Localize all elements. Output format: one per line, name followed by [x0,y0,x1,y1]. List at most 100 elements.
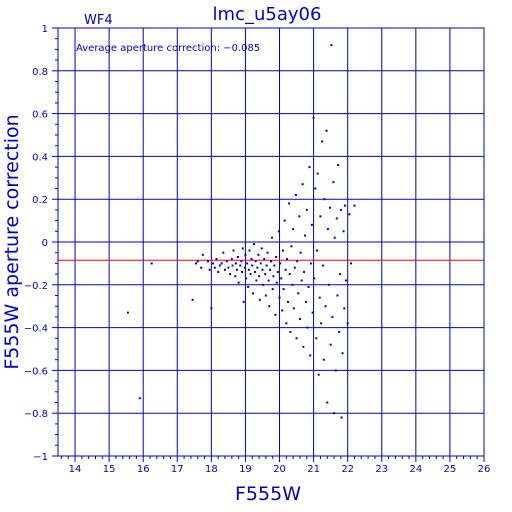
data-point [333,412,336,415]
x-tick-label: 25 [444,464,457,475]
data-point [250,258,253,261]
data-point [138,397,141,400]
data-point [315,337,318,340]
data-point [261,268,264,271]
data-point [248,249,251,252]
data-point [327,283,330,286]
data-point [278,296,281,299]
data-point [328,206,331,209]
data-point [337,163,340,166]
data-point [316,172,319,175]
panel-label: WF4 [84,13,113,28]
data-point [284,268,287,271]
data-point [281,249,284,252]
data-points [126,44,356,419]
data-point [218,264,221,267]
data-point [258,298,261,301]
data-point [254,260,257,263]
data-point [255,279,258,282]
grid-lines [58,27,485,457]
data-point [282,288,285,291]
data-point [274,313,277,316]
data-point [195,262,198,265]
x-tick-label: 21 [307,464,320,475]
data-point [251,264,254,267]
data-point [300,279,303,282]
x-tick-label: 16 [137,464,150,475]
data-point [212,262,215,265]
x-tick-label: 26 [478,464,491,475]
x-tick-label: 15 [103,464,116,475]
data-point [326,228,329,231]
data-point [340,416,343,419]
y-tick-label: 0.8 [32,67,48,78]
data-point [245,277,248,280]
data-point [343,307,346,310]
data-point [237,281,240,284]
data-point [344,279,347,282]
data-point [276,270,279,273]
data-point [273,264,276,267]
data-point [312,116,315,119]
data-point [235,268,238,271]
data-point [309,262,312,265]
data-point [263,258,266,261]
data-point [319,215,322,218]
average-annotation: Average aperture correction: −0.085 [76,43,260,54]
data-point [314,187,317,190]
data-point [305,208,308,211]
data-point [303,270,306,273]
plot-frame [57,27,485,457]
data-point [266,251,269,254]
x-tick-label: 20 [273,464,286,475]
data-point [275,255,278,258]
data-point [326,401,329,404]
data-point [259,262,262,265]
data-point [283,219,286,222]
data-point [244,253,247,256]
data-point [241,270,244,273]
data-point [213,266,216,269]
data-point [313,277,316,280]
data-point [290,245,293,248]
data-point [230,258,233,261]
data-point [299,251,302,254]
data-point [311,311,314,314]
data-point [332,181,335,184]
data-point [305,300,308,303]
data-point [271,236,274,239]
data-point [279,262,282,265]
y-tick-label: −0.8 [24,409,48,420]
data-point [304,234,307,237]
data-point [272,275,275,278]
y-tick-label: 0.2 [32,195,48,206]
data-point [201,253,204,256]
data-point [323,198,326,201]
data-point [257,253,260,256]
data-point [348,213,351,216]
data-point [240,260,243,263]
data-point [350,262,353,265]
data-point [206,260,209,263]
data-point [260,247,263,250]
data-point [333,236,336,239]
data-point [308,166,311,169]
data-point [271,288,274,291]
data-point [339,208,342,211]
data-point [288,202,291,205]
data-point [234,262,237,265]
data-point [249,273,252,276]
data-point [264,294,267,297]
x-tick-label: 19 [239,464,252,475]
y-tick-label: −0.4 [24,324,48,335]
data-point [252,243,255,246]
data-point [322,358,325,361]
data-point [222,251,225,254]
data-point [324,305,327,308]
data-point [231,264,234,267]
data-point [265,264,268,267]
data-point [232,249,235,252]
data-point [241,247,244,250]
data-point [325,129,328,132]
data-point [246,262,249,265]
